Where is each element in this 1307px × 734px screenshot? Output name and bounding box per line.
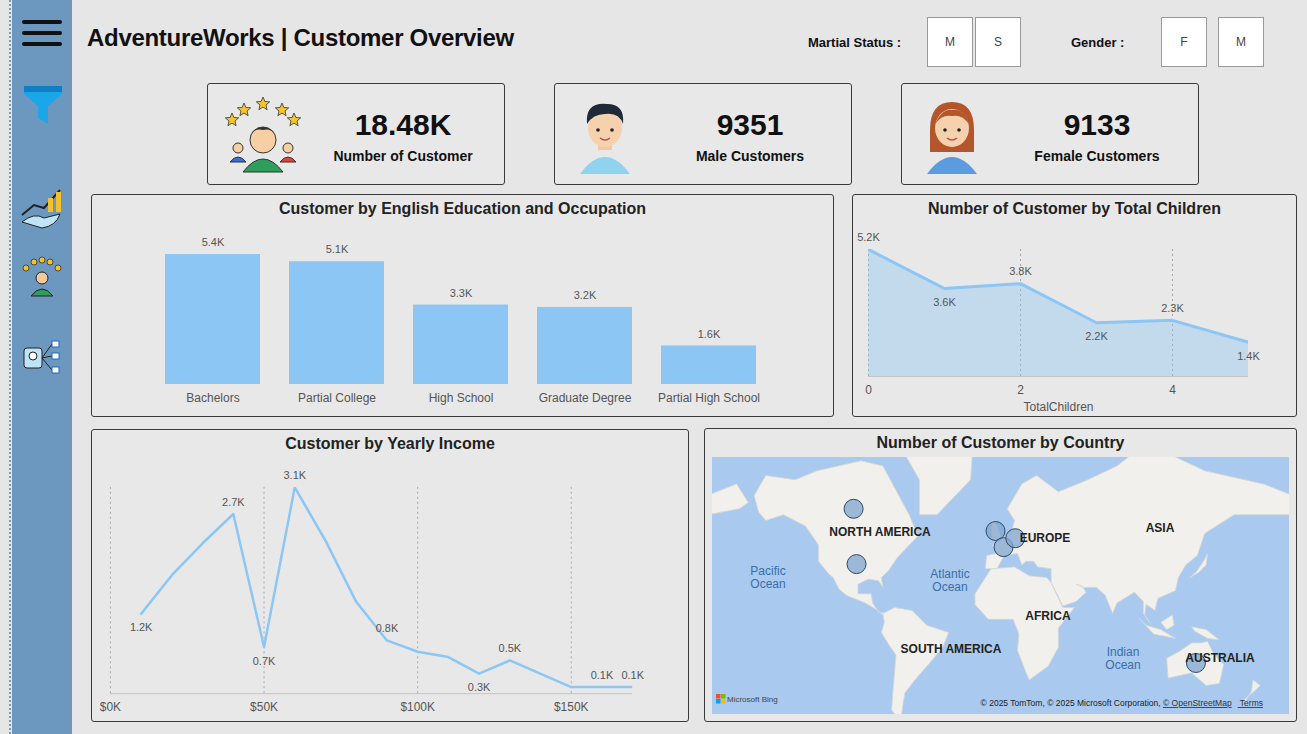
svg-text:SOUTH AMERICA: SOUTH AMERICA <box>901 642 1002 656</box>
html-text:Customer by English Education: Customer by English Education and Occupa… <box>278 200 647 217</box>
svg-text:0: 0 <box>865 383 872 397</box>
svg-text:3.2K: 3.2K <box>574 289 597 301</box>
html-text:F: F <box>1180 35 1188 49</box>
html-text:M: M <box>945 35 955 49</box>
svg-text:AUSTRALIA: AUSTRALIA <box>1185 651 1255 665</box>
svg-text:Pacific: Pacific <box>750 564 785 578</box>
svg-text:© 2025 TomTom, © 2025 Microsof: © 2025 TomTom, © 2025 Microsoft Corporat… <box>981 698 1263 708</box>
html-text:9351: 9351 <box>716 108 784 141</box>
html-text:Number of Customer by Country: Number of Customer by Country <box>876 434 1125 451</box>
svg-text:Graduate Degree: Graduate Degree <box>539 391 632 405</box>
svg-text:ASIA: ASIA <box>1146 521 1175 535</box>
html-text:S: S <box>994 35 1002 49</box>
svg-text:1.2K: 1.2K <box>130 621 153 633</box>
svg-text:3.3K: 3.3K <box>450 287 473 299</box>
html-text:AdventureWorks | Customer Over: AdventureWorks | Customer Overview <box>87 24 514 51</box>
html-text:9133: 9133 <box>1063 108 1131 141</box>
svg-text:2.3K: 2.3K <box>1161 302 1184 314</box>
html-text:18.48K: 18.48K <box>354 108 452 141</box>
svg-text:Bachelors: Bachelors <box>186 391 239 405</box>
svg-text:Partial High School: Partial High School <box>658 391 760 405</box>
html-text:Male Customers: Male Customers <box>695 148 805 164</box>
svg-text:5.4K: 5.4K <box>202 236 225 248</box>
svg-text:2: 2 <box>1017 383 1024 397</box>
html-text:Number of Customer by Total Ch: Number of Customer by Total Children <box>928 200 1221 217</box>
svg-text:5.1K: 5.1K <box>326 243 349 255</box>
svg-text:Partial College: Partial College <box>298 391 376 405</box>
svg-text:High School: High School <box>429 391 494 405</box>
svg-text:2.7K: 2.7K <box>222 496 245 508</box>
svg-text:$50K: $50K <box>250 700 278 714</box>
svg-text:AFRICA: AFRICA <box>1025 609 1071 623</box>
svg-text:0.1K: 0.1K <box>591 669 614 681</box>
html-text:Customer by Yearly Income: Customer by Yearly Income <box>285 435 495 452</box>
svg-text:$0K: $0K <box>100 700 121 714</box>
svg-text:Microsoft Bing: Microsoft Bing <box>727 695 778 704</box>
svg-text:3.1K: 3.1K <box>283 469 306 481</box>
svg-text:EUROPE: EUROPE <box>1020 531 1071 545</box>
svg-text:$150K: $150K <box>554 700 589 714</box>
svg-text:Ocean: Ocean <box>750 577 785 591</box>
svg-text:Indian: Indian <box>1107 645 1140 659</box>
svg-text:0.3K: 0.3K <box>468 681 491 693</box>
svg-text:Atlantic: Atlantic <box>930 567 969 581</box>
svg-text:1.4K: 1.4K <box>1237 350 1260 362</box>
svg-text:Ocean: Ocean <box>932 580 967 594</box>
svg-text:NORTH AMERICA: NORTH AMERICA <box>829 525 931 539</box>
html-text:Number of Customer: Number of Customer <box>333 148 473 164</box>
svg-text:0.5K: 0.5K <box>499 642 522 654</box>
svg-text:4: 4 <box>1169 383 1176 397</box>
svg-text:5.2K: 5.2K <box>857 231 880 243</box>
html-text:Martial Status :: Martial Status : <box>808 35 902 50</box>
svg-text:0.1K: 0.1K <box>621 669 644 681</box>
svg-text:Ocean: Ocean <box>1105 658 1140 672</box>
svg-text:3.8K: 3.8K <box>1009 265 1032 277</box>
svg-text:3.6K: 3.6K <box>933 296 956 308</box>
svg-text:0.8K: 0.8K <box>376 622 399 634</box>
html-text:Gender :: Gender : <box>1071 35 1125 50</box>
svg-text:TotalChildren: TotalChildren <box>1023 400 1093 414</box>
svg-text:1.6K: 1.6K <box>698 328 721 340</box>
svg-text:$100K: $100K <box>400 700 435 714</box>
svg-text:0.7K: 0.7K <box>253 655 276 667</box>
html-text:M: M <box>1236 35 1246 49</box>
svg-text:2.2K: 2.2K <box>1085 330 1108 342</box>
html-text:Female Customers: Female Customers <box>1034 148 1160 164</box>
